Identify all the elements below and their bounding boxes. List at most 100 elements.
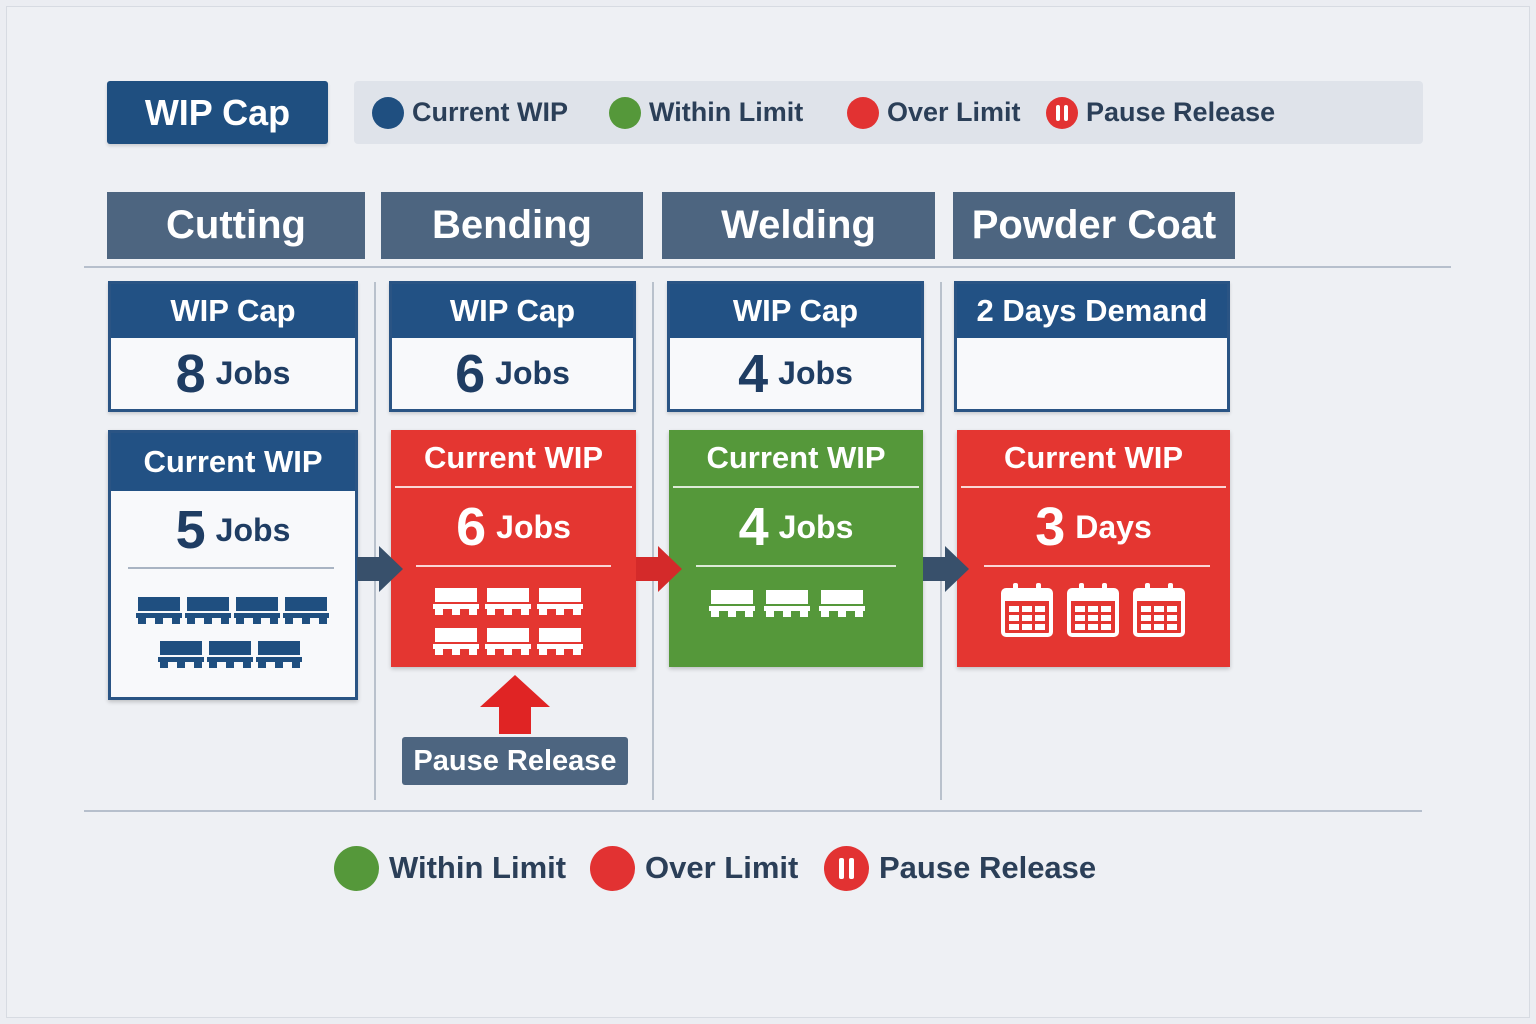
column-divider	[940, 282, 942, 800]
icon-row	[158, 639, 329, 669]
wip-unit: Jobs	[215, 511, 291, 548]
pallet-icon	[764, 590, 810, 617]
wip-number: 5	[175, 500, 206, 560]
calendar-icon	[1067, 583, 1119, 637]
flow-arrow-icon	[636, 546, 682, 592]
stage-header-cutting: Cutting	[107, 192, 365, 259]
pallet-icon	[256, 641, 302, 668]
pallet-icon	[185, 597, 231, 624]
wip-title: Current WIP	[961, 430, 1226, 488]
stage-header-bending: Bending	[381, 192, 643, 259]
wip-title: Current WIP	[395, 430, 632, 488]
cap-value: 6 Jobs	[392, 338, 633, 409]
footer-divider	[84, 810, 1422, 812]
circle-icon	[609, 96, 641, 129]
icon-row	[709, 588, 865, 618]
icon-row	[1000, 582, 1186, 638]
pallet-icon	[283, 597, 329, 624]
pallet-icon	[485, 628, 531, 655]
cap-card-bending: WIP Cap 6 Jobs	[389, 281, 636, 412]
wip-card-powder-coat: Current WIP 3 Days	[957, 430, 1230, 667]
separator	[984, 565, 1210, 567]
circle-icon	[334, 845, 379, 891]
wip-value: 4 Jobs	[669, 488, 923, 566]
cap-number: 8	[175, 343, 206, 404]
column-divider	[374, 282, 376, 800]
wip-number: 4	[738, 497, 769, 557]
legend-label: Over Limit	[645, 850, 799, 885]
pallet-icon	[234, 597, 280, 624]
cap-unit: Jobs	[495, 355, 570, 391]
legend-label: Within Limit	[649, 97, 804, 127]
legend-item-within-limit: Within Limit	[334, 843, 566, 893]
separator	[696, 565, 896, 567]
circle-icon	[372, 96, 404, 129]
separator	[416, 565, 611, 567]
pause-icon	[824, 845, 869, 891]
legend-label: Pause Release	[879, 850, 1097, 885]
icon-row	[433, 626, 583, 656]
cap-value: 8 Jobs	[111, 338, 355, 409]
pallet-icon	[207, 641, 253, 668]
wip-number: 6	[456, 497, 487, 557]
wip-number: 3	[1035, 497, 1066, 557]
cap-title: WIP Cap	[670, 284, 921, 338]
wip-title: Current WIP	[673, 430, 919, 488]
pallet-icon	[158, 641, 204, 668]
header-divider	[84, 266, 1451, 268]
circle-icon	[590, 845, 635, 891]
wip-title: Current WIP	[111, 433, 355, 491]
cap-title: WIP Cap	[111, 284, 355, 338]
legend-top: Current WIP Within Limit Over Limit Paus…	[354, 81, 1423, 144]
wip-card-cutting: Current WIP 5 Jobs	[108, 430, 358, 700]
calendar-icon	[1001, 583, 1053, 637]
wip-card-bending: Current WIP 6 Jobs	[391, 430, 636, 667]
circle-icon	[847, 96, 879, 129]
cap-card-cutting: WIP Cap 8 Jobs	[108, 281, 358, 412]
legend-label: Pause Release	[1086, 97, 1276, 127]
wip-value: 6 Jobs	[391, 488, 636, 566]
pallet-icon	[433, 588, 479, 615]
legend-label: Within Limit	[389, 850, 567, 885]
cap-unit: Jobs	[778, 355, 853, 391]
wip-value: 3 Days	[957, 488, 1230, 566]
pallet-icon	[485, 588, 531, 615]
pallet-icon	[433, 628, 479, 655]
wip-card-welding: Current WIP 4 Jobs	[669, 430, 923, 667]
legend-item-over-limit: Over Limit	[590, 843, 798, 893]
pause-release-button[interactable]: Pause Release	[402, 737, 628, 785]
cap-number: 4	[738, 343, 769, 404]
pallet-icon	[136, 597, 182, 624]
cap-title: WIP Cap	[392, 284, 633, 338]
calendar-icon	[1133, 583, 1185, 637]
legend-item-over-limit: Over Limit	[847, 81, 1021, 144]
wip-value: 5 Jobs	[111, 491, 355, 569]
cap-unit: Jobs	[215, 355, 291, 391]
pallet-icon-group	[136, 595, 329, 683]
pallet-icon	[537, 588, 583, 615]
wip-unit: Days	[1075, 508, 1152, 545]
separator	[128, 567, 334, 569]
cap-card-welding: WIP Cap 4 Jobs	[667, 281, 924, 412]
icon-row	[433, 586, 583, 616]
legend-label: Current WIP	[412, 97, 569, 127]
cap-card-powder-coat: 2 Days Demand	[954, 281, 1230, 412]
column-divider	[652, 282, 654, 800]
pallet-icon	[537, 628, 583, 655]
cap-number: 6	[455, 343, 486, 404]
calendar-icon-group	[1000, 582, 1186, 638]
wip-unit: Jobs	[496, 508, 571, 545]
cap-title: 2 Days Demand	[957, 284, 1227, 338]
pallet-icon	[709, 590, 755, 617]
legend-item-within-limit: Within Limit	[609, 81, 803, 144]
legend-item-current-wip: Current WIP	[372, 81, 568, 144]
flow-arrow-icon	[357, 546, 403, 592]
legend-label: Over Limit	[887, 97, 1021, 127]
stage-header-welding: Welding	[662, 192, 935, 259]
page-title: WIP Cap	[107, 81, 328, 144]
pallet-icon-group	[433, 586, 583, 666]
wip-unit: Jobs	[778, 508, 854, 545]
icon-row	[136, 595, 329, 625]
cap-value: 4 Jobs	[670, 338, 921, 409]
pause-icon	[1046, 96, 1078, 129]
